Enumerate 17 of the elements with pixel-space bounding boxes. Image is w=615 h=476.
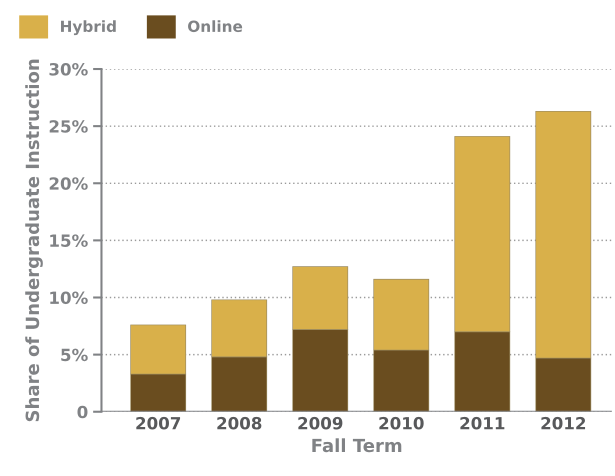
y-tick-label: 20% [50,177,88,190]
y-tick-label: 15% [50,234,88,247]
x-axis-title: Fall Term [312,438,402,452]
y-tick-label: 0 [77,406,88,418]
y-tick-label: 5% [61,348,88,362]
y-tick-label: 25% [50,120,88,133]
x-tick-label: 2011 [460,416,504,430]
x-tick-label: 2008 [217,416,262,430]
y-tick-label: 30% [50,62,88,76]
x-tick-label: 2012 [541,416,586,430]
y-axis-title: Share of Undergraduate Instruction [25,60,43,422]
y-tick-label: 10% [50,291,88,304]
x-tick-label: 2009 [298,416,342,430]
x-tick-label: 2010 [379,416,424,430]
legend-label: Online [188,20,242,32]
x-tick-label: 2007 [136,416,180,430]
legend-label: Hybrid [61,20,116,36]
